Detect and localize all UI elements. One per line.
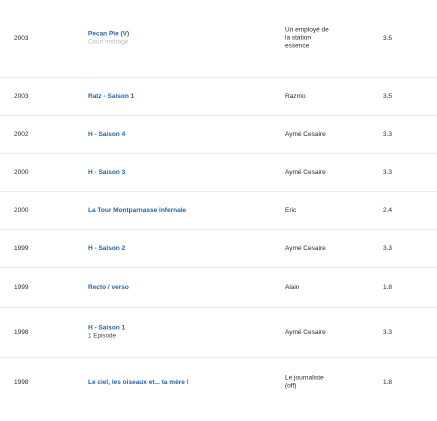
table-row: 2003 Ratz - Saison 1 Razmo 3.5: [0, 78, 437, 116]
role-cell: Aymé Cesaire: [285, 130, 326, 138]
rating-cell: 3.3: [383, 130, 393, 138]
year-cell: 2000: [14, 168, 29, 176]
title-cell: H - Saison 3: [88, 168, 125, 176]
table-row: 2000 La Tour Montparnasse infernale Eric…: [0, 192, 437, 230]
year-cell: 2000: [14, 206, 29, 214]
title-link[interactable]: Pecan Pie (V): [88, 30, 130, 38]
title-link[interactable]: Ratz - Saison 1: [88, 92, 135, 100]
role-cell: Aymé Cesaire: [285, 168, 326, 176]
year-cell: 2003: [14, 92, 29, 100]
rating-cell: 1.8: [383, 378, 393, 386]
title-link[interactable]: H - Saison 4: [88, 130, 126, 138]
rating-cell: 1.8: [383, 283, 393, 291]
rating-cell: 3.5: [383, 92, 393, 100]
episode-count: 1 Episode: [88, 332, 117, 340]
role-cell: Eric: [285, 206, 296, 214]
role-cell: Un employé de la station essence: [285, 26, 329, 51]
title-cell: H - Saison 1 1 Episode: [88, 324, 125, 341]
year-cell: 2002: [14, 130, 29, 138]
rating-cell: 3.3: [383, 244, 393, 252]
table-row: 1998 Le ciel, les oiseaux et... ta mère …: [0, 358, 437, 408]
rating-cell: 3.5: [383, 34, 393, 42]
title-link[interactable]: La Tour Montparnasse infernale: [88, 206, 187, 214]
title-link[interactable]: Le ciel, les oiseaux et... ta mère !: [88, 378, 189, 386]
table-row: 2000 H - Saison 3 Aymé Cesaire 3.3: [0, 154, 437, 192]
table-row: 1998 H - Saison 1 1 Episode Aymé Cesaire…: [0, 308, 437, 358]
role-line: Un employé de: [285, 25, 329, 33]
rating-cell: 3.3: [383, 328, 393, 336]
year-cell: 1998: [14, 378, 29, 386]
role-line: Aymé Cesaire: [285, 130, 326, 138]
role-line: Razmo: [285, 92, 306, 100]
role-cell: Le journaliste (off): [285, 375, 324, 392]
title-cell: Recto / verso: [88, 283, 129, 291]
role-line: Le journaliste: [285, 374, 324, 382]
title-link[interactable]: H - Saison 2: [88, 244, 126, 252]
rating-cell: 2.4: [383, 206, 393, 214]
title-link[interactable]: H - Saison 1: [88, 324, 126, 332]
rating-cell: 3.3: [383, 168, 393, 176]
table-row: 2003 Pecan Pie (V) Court métrage Un empl…: [0, 0, 437, 78]
role-cell: Razmo: [285, 92, 306, 100]
title-cell: La Tour Montparnasse infernale: [88, 206, 186, 214]
role-cell: Aymé Cesaire: [285, 244, 326, 252]
year-cell: 1999: [14, 283, 29, 291]
title-cell: Le ciel, les oiseaux et... ta mère !: [88, 379, 189, 387]
role-line: (off): [285, 383, 297, 390]
table-row: 1999 Recto / verso Alain 1.8: [0, 268, 437, 308]
title-link[interactable]: Recto / verso: [88, 283, 129, 291]
title-link[interactable]: H - Saison 3: [88, 168, 126, 176]
title-subtitle: Court métrage: [88, 38, 129, 46]
role-line: Aymé Cesaire: [285, 168, 326, 176]
role-line: la station: [285, 34, 312, 42]
role-line: Aymé Cesaire: [285, 244, 326, 252]
table-row: 2002 H - Saison 4 Aymé Cesaire 3.3: [0, 116, 437, 154]
role-cell: Aymé Cesaire: [285, 328, 326, 336]
title-cell: H - Saison 2: [88, 244, 125, 252]
role-cell: Alain: [285, 283, 299, 291]
role-line: Alain: [285, 283, 300, 291]
title-cell: H - Saison 4: [88, 130, 125, 138]
table-row: 1999 H - Saison 2 Aymé Cesaire 3.3: [0, 230, 437, 268]
title-cell: Ratz - Saison 1: [88, 92, 134, 100]
title-cell: Pecan Pie (V) Court métrage: [88, 30, 129, 47]
year-cell: 1999: [14, 244, 29, 252]
role-line: Aymé Cesaire: [285, 328, 326, 336]
role-line: Eric: [285, 206, 297, 214]
year-cell: 1998: [14, 328, 29, 336]
year-cell: 2003: [14, 34, 29, 42]
role-line: essence: [285, 42, 310, 50]
